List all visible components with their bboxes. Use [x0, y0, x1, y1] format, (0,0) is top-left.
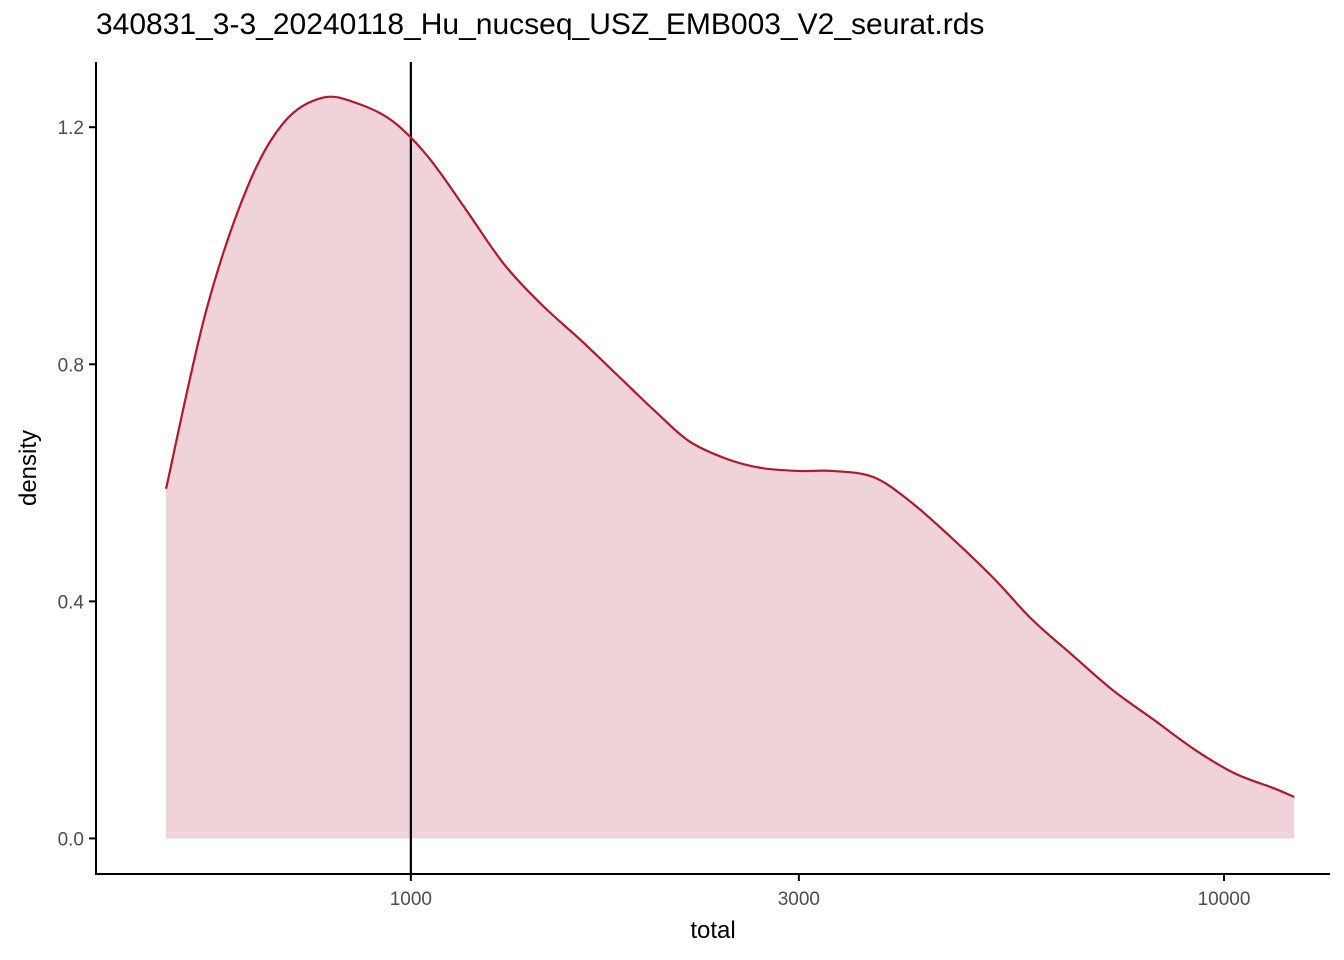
- y-tick-label: 1.2: [58, 118, 84, 139]
- x-tick-label: 1000: [390, 889, 432, 910]
- x-tick-label: 10000: [1198, 889, 1251, 910]
- density-line: [165, 95, 1295, 798]
- y-axis-title: density: [15, 430, 42, 506]
- density-area: [166, 96, 1295, 839]
- y-tick-label: 0.0: [58, 829, 84, 850]
- x-axis-ticks: 1000 3000 10000: [390, 874, 1251, 910]
- x-tick-label: 3000: [778, 889, 820, 910]
- y-tick-label: 0.4: [58, 592, 85, 613]
- x-axis-title: total: [690, 917, 735, 944]
- y-axis-ticks: 0.0 0.4 0.8 1.2: [58, 118, 96, 850]
- y-tick-label: 0.8: [58, 355, 84, 376]
- chart-title: 340831_3-3_20240118_Hu_nucseq_USZ_EMB003…: [96, 8, 985, 41]
